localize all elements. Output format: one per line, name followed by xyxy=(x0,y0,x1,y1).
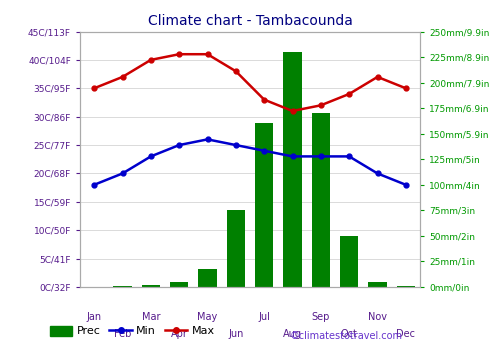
Line: Min: Min xyxy=(92,137,408,187)
Bar xyxy=(255,124,274,287)
Max xyxy=(91,86,97,90)
Bar xyxy=(312,113,330,287)
Text: Jul: Jul xyxy=(258,312,270,322)
Text: Jun: Jun xyxy=(228,329,244,339)
Min xyxy=(261,149,267,153)
Min xyxy=(120,172,126,176)
Line: Max: Max xyxy=(92,52,408,113)
Max xyxy=(403,86,409,90)
Bar xyxy=(396,286,415,287)
Bar xyxy=(226,210,245,287)
Text: Mar: Mar xyxy=(142,312,160,322)
Min xyxy=(318,154,324,159)
Max xyxy=(204,52,210,56)
Bar xyxy=(114,286,132,287)
Text: Jan: Jan xyxy=(86,312,102,322)
Text: Oct: Oct xyxy=(340,329,357,339)
Min xyxy=(403,183,409,187)
Max xyxy=(318,103,324,107)
Min xyxy=(148,154,154,159)
Max xyxy=(148,58,154,62)
Text: Apr: Apr xyxy=(170,329,188,339)
Min xyxy=(374,172,380,176)
Min xyxy=(91,183,97,187)
Text: Aug: Aug xyxy=(283,329,302,339)
Bar xyxy=(142,285,160,287)
Max xyxy=(120,75,126,79)
Min xyxy=(346,154,352,159)
Max xyxy=(233,69,239,73)
Text: Feb: Feb xyxy=(114,329,131,339)
Text: Sep: Sep xyxy=(312,312,330,322)
Text: Dec: Dec xyxy=(396,329,415,339)
Text: ©climatestotravel.com: ©climatestotravel.com xyxy=(290,331,403,341)
Max xyxy=(346,92,352,96)
Min xyxy=(176,143,182,147)
Bar xyxy=(170,282,188,287)
Text: May: May xyxy=(198,312,218,322)
Bar xyxy=(368,282,386,287)
Max xyxy=(374,75,380,79)
Bar xyxy=(340,236,358,287)
Text: Nov: Nov xyxy=(368,312,387,322)
Legend: Prec, Min, Max: Prec, Min, Max xyxy=(46,321,219,341)
Min xyxy=(233,143,239,147)
Max xyxy=(261,98,267,102)
Bar xyxy=(284,52,302,287)
Max xyxy=(290,109,296,113)
Max xyxy=(176,52,182,56)
Min xyxy=(290,154,296,159)
Min xyxy=(204,137,210,141)
Bar xyxy=(198,268,216,287)
Title: Climate chart - Tambacounda: Climate chart - Tambacounda xyxy=(148,14,352,28)
